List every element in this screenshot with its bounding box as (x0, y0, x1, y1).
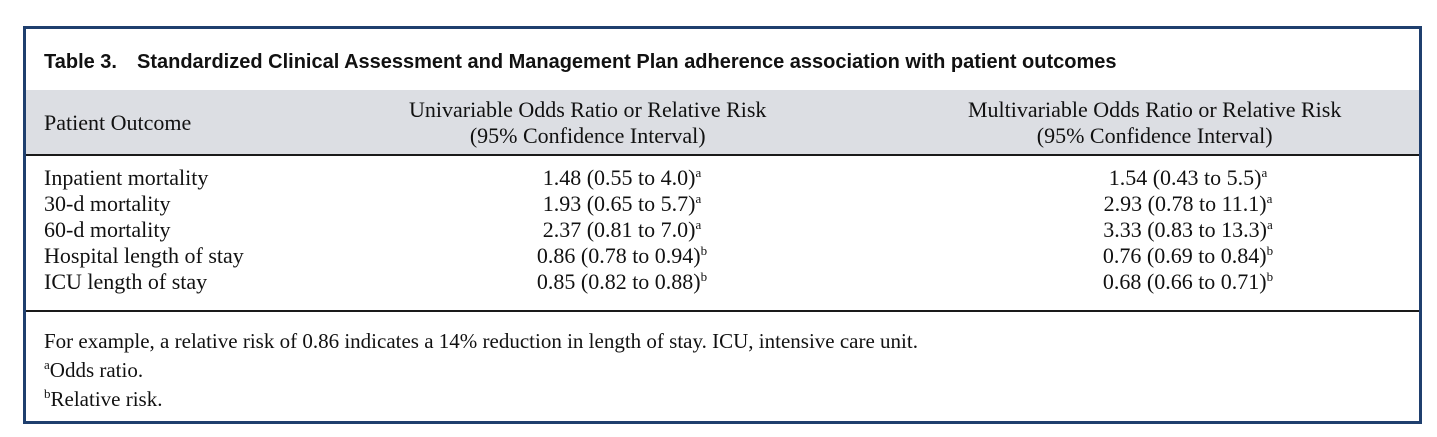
table-row: 30-d mortality 1.93 (0.65 to 5.7)a 2.93 … (26, 191, 1419, 217)
table-caption: Standardized Clinical Assessment and Man… (137, 51, 1117, 73)
cell-multivariable: 0.68 (0.66 to 0.71)b (1102, 269, 1274, 294)
cell-univariable: 0.86 (0.78 to 0.94)b (536, 243, 708, 268)
cell-univariable: 0.85 (0.82 to 0.88)b (536, 269, 708, 294)
header-patient-outcome: Patient Outcome (44, 110, 192, 135)
footnote-note: For example, a relative risk of 0.86 ind… (44, 329, 918, 353)
footnote-b: bRelative risk. (44, 386, 163, 411)
cell-outcome: Hospital length of stay (44, 243, 244, 268)
table-label: Table 3. (44, 51, 117, 73)
table-frame: Table 3. Standardized Clinical Assessment… (23, 26, 1422, 424)
table-row: 60-d mortality 2.37 (0.81 to 7.0)a 3.33 … (26, 217, 1419, 243)
header-multivariable: Multivariable Odds Ratio or Relative Ris… (968, 97, 1341, 149)
header-multivariable-line1: Multivariable Odds Ratio or Relative Ris… (968, 97, 1342, 122)
table-header: Patient Outcome Univariable Odds Ratio o… (26, 90, 1419, 156)
header-univariable-line2: (95% Confidence Interval) (469, 123, 706, 148)
table-row: Inpatient mortality 1.48 (0.55 to 4.0)a … (26, 165, 1419, 191)
cell-multivariable: 1.54 (0.43 to 5.5)a (1108, 165, 1268, 190)
header-univariable-line1: Univariable Odds Ratio or Relative Risk (409, 97, 767, 122)
table-footnotes: For example, a relative risk of 0.86 ind… (44, 327, 918, 414)
cell-multivariable: 0.76 (0.69 to 0.84)b (1102, 243, 1274, 268)
footer-divider (26, 310, 1419, 312)
header-multivariable-line2: (95% Confidence Interval) (1036, 123, 1273, 148)
cell-outcome: 30-d mortality (44, 191, 171, 216)
cell-univariable: 1.93 (0.65 to 5.7)a (542, 191, 702, 216)
footnote-a: aOdds ratio. (44, 357, 144, 382)
cell-univariable: 1.48 (0.55 to 4.0)a (542, 165, 702, 190)
cell-multivariable: 2.93 (0.78 to 11.1)a (1103, 191, 1273, 216)
table-row: Hospital length of stay 0.86 (0.78 to 0.… (26, 243, 1419, 269)
table-title: Table 3. Standardized Clinical Assessment… (44, 51, 1117, 74)
cell-multivariable: 3.33 (0.83 to 13.3)a (1103, 217, 1273, 242)
cell-outcome: ICU length of stay (44, 269, 208, 294)
table-row: ICU length of stay 0.85 (0.82 to 0.88)b … (26, 269, 1419, 295)
table-body: Inpatient mortality 1.48 (0.55 to 4.0)a … (26, 165, 1419, 295)
cell-univariable: 2.37 (0.81 to 7.0)a (542, 217, 702, 242)
header-univariable: Univariable Odds Ratio or Relative Risk … (409, 97, 766, 149)
cell-outcome: Inpatient mortality (44, 165, 209, 190)
cell-outcome: 60-d mortality (44, 217, 171, 242)
